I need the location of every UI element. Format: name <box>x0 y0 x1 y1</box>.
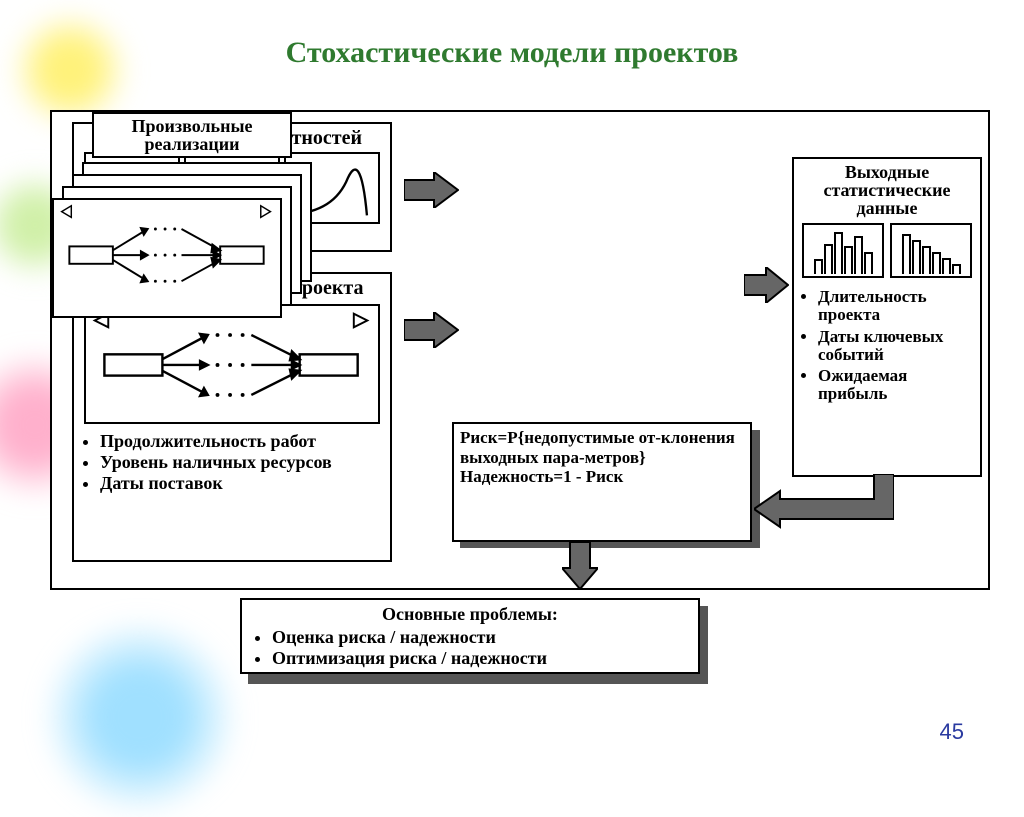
output-box: Выходные статистические данные Длительно… <box>792 157 982 477</box>
output-bullet: Длительность проекта <box>818 288 974 324</box>
reliability-formula: Надежность=1 - Риск <box>460 467 744 487</box>
bg-blob-blue <box>40 617 240 817</box>
output-title: Выходные статистические данные <box>800 163 974 217</box>
problems-bullet: Оценка риска / надежности <box>272 627 686 648</box>
histogram-2 <box>890 223 972 278</box>
histogram-row <box>800 223 974 278</box>
problems-list: Оценка риска / надежности Оптимизация ри… <box>254 627 686 668</box>
realizations-title: Произвольные реализации <box>92 112 292 158</box>
output-bullets: Длительность проекта Даты ключевых событ… <box>800 288 974 403</box>
stack-card <box>52 198 282 318</box>
arrow-dist-to-real <box>404 172 459 208</box>
output-bullet: Даты ключевых событий <box>818 328 974 364</box>
arrow-input-to-real <box>404 312 459 348</box>
output-bullet: Ожидаемая прибыль <box>818 367 974 403</box>
risk-formula: Риск=P{недопустимые от-клонения выходных… <box>460 428 744 467</box>
slide-title: Стохастические модели проектов <box>0 36 1024 70</box>
problems-title: Основные проблемы: <box>254 604 686 625</box>
problems-bullet: Оптимизация риска / надежности <box>272 648 686 669</box>
arrow-real-to-output <box>744 267 789 303</box>
realizations-stack <box>52 162 312 322</box>
arrow-risk-to-problems <box>562 542 598 590</box>
input-bullet: Продолжительность работ <box>100 432 384 451</box>
histogram-1 <box>802 223 884 278</box>
page-number: 45 <box>940 719 964 745</box>
problems-wrap: Основные проблемы: Оценка риска / надежн… <box>240 598 700 674</box>
risk-box: Риск=P{недопустимые от-клонения выходных… <box>452 422 752 542</box>
arrow-output-to-risk <box>754 474 894 534</box>
problems-box: Основные проблемы: Оценка риска / надежн… <box>240 598 700 674</box>
diagram-frame: Распределение вероятностей Входные парам… <box>50 110 990 590</box>
input-bullets: Продолжительность работ Уровень наличных… <box>80 432 384 493</box>
input-network-diagram <box>84 304 380 424</box>
input-bullet: Уровень наличных ресурсов <box>100 453 384 472</box>
input-bullet: Даты поставок <box>100 474 384 493</box>
